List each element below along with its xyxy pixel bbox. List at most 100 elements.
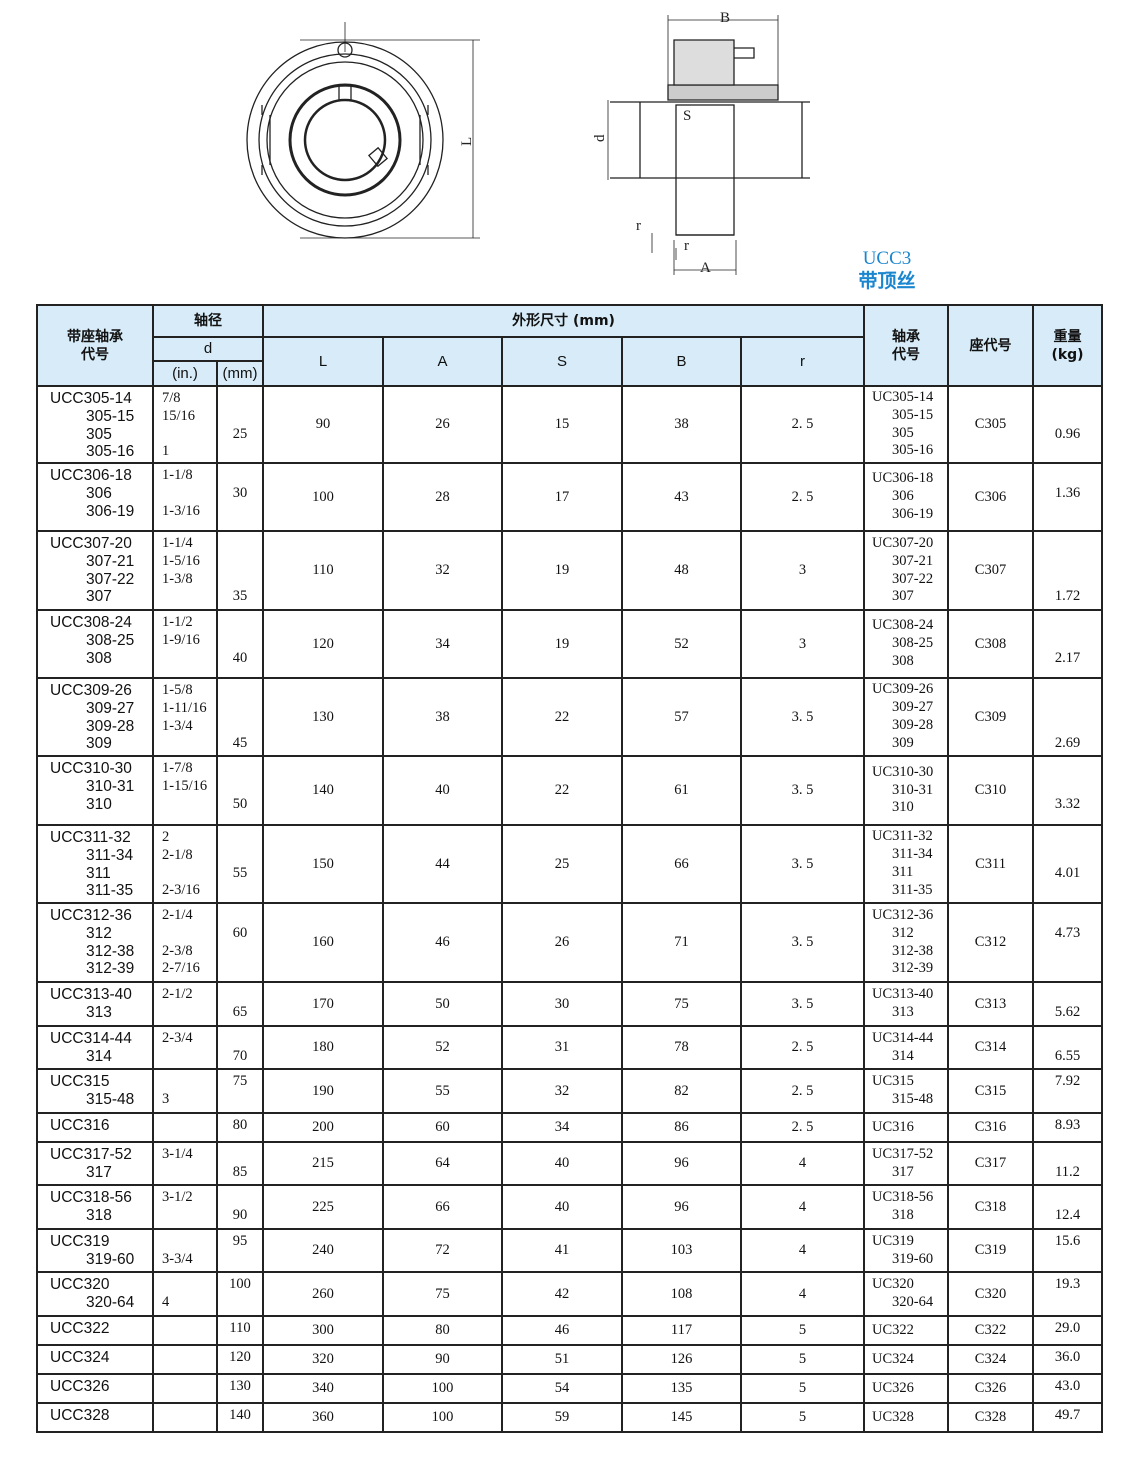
dim-a-cell: 55 — [382, 1068, 503, 1114]
shaft-mm-cell-line: 50 — [232, 795, 248, 812]
shaft-mm-cell-line: 60 — [232, 924, 248, 941]
weight-cell-line: 5.62 — [1054, 1003, 1081, 1020]
bearing-code-cell-line: 305-16 — [892, 442, 934, 459]
dim-b-cell: 43 — [621, 462, 742, 532]
bearing-code-cell-line: 317 — [892, 1163, 914, 1180]
bearing-code-cell: UC311-32 311-34 311 311-35 — [863, 824, 950, 904]
housing-code-cell: C311 — [947, 824, 1035, 904]
shaft-mm-cell-line — [218, 682, 262, 700]
weight-cell-line: 7.92 — [1054, 1073, 1081, 1089]
bearing-code-cell-line: 309 — [892, 734, 914, 751]
shaft-mm-cell-line: 100 — [229, 1276, 251, 1292]
series-subtitle: 带顶丝 — [858, 270, 916, 292]
shaft-inch-cell — [152, 1402, 218, 1433]
shaft-mm-cell-line: 30 — [232, 484, 248, 501]
housing-code-cell: C310 — [947, 755, 1035, 826]
shaft-mm-cell-line: 95 — [232, 1233, 248, 1249]
bearing-code-cell-line: 311 — [892, 864, 914, 880]
shaft-mm-cell: 90 — [216, 1184, 264, 1230]
dim-b-cell: 82 — [621, 1068, 742, 1114]
weight-cell: 2.17 — [1032, 609, 1104, 679]
table-row: UCC318-56 318 3-1/2 90 225 66 40 96 4 UC318-56 318… — [36, 1184, 1104, 1230]
dim-l-cell: 215 — [262, 1141, 384, 1186]
table-row: UCC309-26 309-27 309-28 309 1-5/8 1-11/16 1-3/… — [36, 677, 1104, 757]
weight-cell-line: 12.4 — [1054, 1206, 1081, 1223]
shaft-mm-cell: 100 — [216, 1271, 264, 1317]
dim-b-cell: 96 — [621, 1141, 742, 1186]
header-weight: 重量 (kg) — [1032, 304, 1104, 387]
header-inch: (in.) — [152, 360, 218, 387]
label-d: d — [592, 134, 608, 142]
bearing-code-cell-line: 307 — [892, 588, 914, 605]
unit-code-cell-line: UCC322 — [50, 1320, 110, 1337]
weight-cell: 5.62 — [1032, 981, 1104, 1027]
dim-s-cell: 25 — [501, 824, 623, 904]
shaft-inch-cell: 1-1/2 1-9/16 — [152, 609, 218, 679]
unit-code-cell-line: UCC310-30 — [50, 760, 132, 777]
shaft-mm-cell-line — [218, 960, 262, 978]
shaft-inch-cell: 3 — [152, 1068, 218, 1114]
housing-code-cell: C319 — [947, 1228, 1035, 1273]
unit-code-cell-line: 308 — [86, 649, 112, 667]
weight-cell-line — [1034, 882, 1101, 900]
dim-b-cell: 126 — [621, 1344, 742, 1375]
shaft-inch-cell-line: 2-1/8 — [162, 846, 193, 863]
dim-a-cell: 64 — [382, 1141, 503, 1186]
bearing-code-cell-line: UC313-40 — [872, 986, 934, 1003]
dim-l-cell: 260 — [262, 1271, 384, 1317]
dim-b-cell: 78 — [621, 1025, 742, 1070]
dim-s-cell: 42 — [501, 1271, 623, 1317]
shaft-mm-cell-line — [218, 553, 262, 571]
bearing-code-cell-line: 312-39 — [892, 960, 934, 977]
housing-code-cell: C308 — [947, 609, 1035, 679]
shaft-inch-cell-line — [162, 796, 216, 814]
shaft-mm-cell-line: 85 — [232, 1163, 248, 1180]
shaft-mm-cell-line: 80 — [232, 1117, 248, 1133]
unit-code-cell-line: 310 — [86, 795, 112, 813]
weight-cell-line — [1034, 1030, 1101, 1048]
shaft-inch-cell-line — [162, 1349, 216, 1367]
bearing-code-cell-line: UC318-56 — [872, 1189, 934, 1206]
weight-cell-line: 8.93 — [1054, 1117, 1081, 1133]
bearing-code-cell-line: UC315 — [872, 1073, 914, 1090]
dim-a-cell: 75 — [382, 1271, 503, 1317]
unit-code-cell-line: 309-27 — [86, 699, 135, 717]
unit-code-cell-line: 319-60 — [86, 1250, 135, 1268]
shaft-mm-cell: 130 — [216, 1373, 264, 1404]
shaft-inch-cell-line — [162, 1320, 216, 1338]
weight-cell: 7.92 — [1032, 1068, 1104, 1114]
shaft-inch-cell-line: 1-3/16 — [162, 502, 200, 519]
weight-cell: 1.72 — [1032, 530, 1104, 611]
unit-code-cell: UCC311-32 311-34 311 311-35 — [36, 824, 154, 904]
table-row: UCC313-40 313 2-1/2 65 170 50 30 75 3. 5 UC313-40… — [36, 981, 1104, 1027]
weight-cell: 4.01 — [1032, 824, 1104, 904]
weight-cell-line: 49.7 — [1054, 1407, 1081, 1423]
dim-a-cell: 32 — [382, 530, 503, 611]
weight-cell: 6.55 — [1032, 1025, 1104, 1070]
dim-s-cell: 34 — [501, 1112, 623, 1143]
shaft-mm-cell-line — [218, 760, 262, 778]
unit-code-cell: UCC306-18 306 306-19 — [36, 462, 154, 532]
unit-code-cell: UCC318-56 318 — [36, 1184, 154, 1230]
table-row: UCC322 110 300 80 46 117 5 UC322 C322 29.0 — [36, 1315, 1104, 1346]
table-row: UCC311-32 311-34 311 311-35 2 2-1/8 2-3/16 55 15… — [36, 824, 1104, 904]
shaft-inch-cell-line: 2-1/4 — [162, 907, 193, 923]
shaft-mm-cell-line: 45 — [232, 735, 248, 752]
shaft-mm-cell-line: 40 — [232, 649, 248, 666]
dim-b-cell: 108 — [621, 1271, 742, 1317]
dim-s-cell: 51 — [501, 1344, 623, 1375]
shaft-inch-cell-line: 2-3/4 — [162, 1030, 193, 1046]
shaft-inch-cell-line: 7/8 — [162, 390, 181, 406]
unit-code-cell-line: UCC305-14 — [50, 390, 132, 407]
shaft-mm-cell-line: 25 — [232, 425, 248, 442]
spec-table: 带座轴承 代号 轴径 外形尺寸 (mm) 轴承 代号 座代号 重量 (kg) d… — [36, 304, 1104, 1433]
unit-code-cell: UCC328 — [36, 1402, 154, 1433]
unit-code-cell-line: 305-16 — [86, 443, 135, 461]
shaft-inch-cell-line: 1-1/2 — [162, 614, 193, 630]
dim-r-cell: 3 — [739, 609, 866, 679]
shaft-inch-cell-line — [162, 735, 216, 753]
dim-b-cell: 75 — [621, 981, 742, 1027]
shaft-mm-cell: 70 — [216, 1025, 264, 1070]
dim-a-cell: 28 — [382, 462, 503, 532]
unit-code-cell: UCC315 315-48 — [36, 1068, 154, 1114]
